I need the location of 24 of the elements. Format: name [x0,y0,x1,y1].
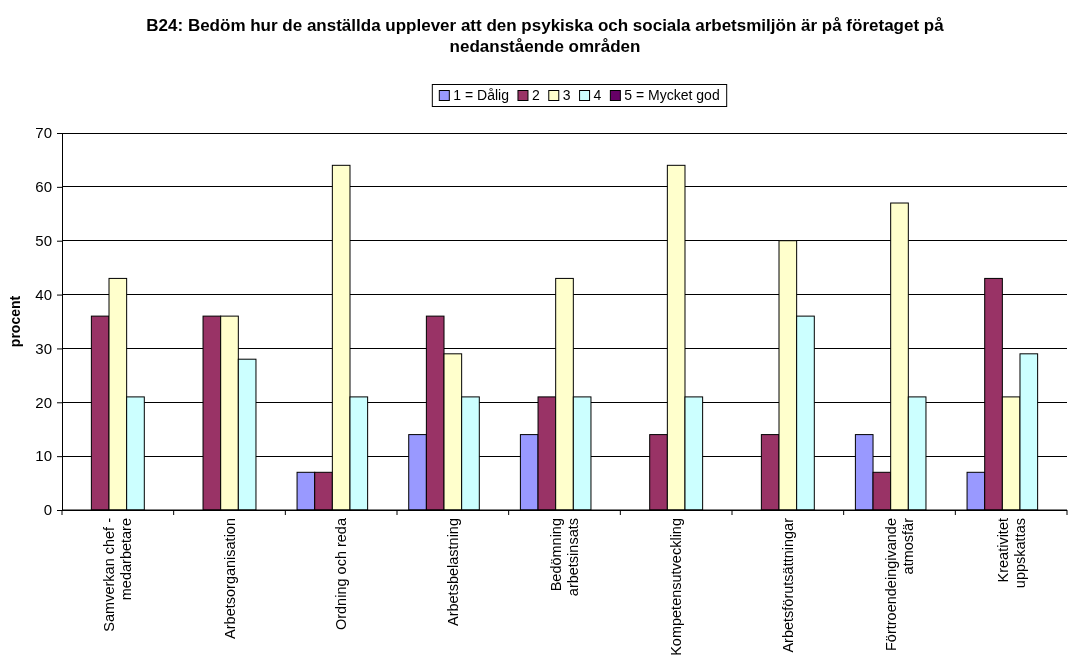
x-tick-label: Samverkan chef - medarbetare [101,517,135,632]
y-tick-label: 70 [35,124,52,142]
y-tick-label: 50 [35,232,52,250]
y-axis-title: procent [7,295,23,348]
legend-label: 4 [593,87,602,104]
legend-label: 2 [531,87,540,104]
legend-label: 1 = Dålig [453,87,509,104]
y-tick-label: 20 [35,393,52,411]
x-tick-label: Arbetsförutsättningar [779,517,796,653]
x-tick-label: Bedömning arbetsinsats [548,518,582,597]
x-tick-label: Arbetsbelastning [444,518,461,627]
legend-label: 3 [562,87,571,104]
y-tick-label: 0 [43,501,52,519]
x-tick-label: Ordning och reda [333,517,350,631]
x-tick-label: Förtroendeingivande atmosfär [883,517,917,652]
y-tick-label: 40 [35,285,52,303]
y-tick-label: 60 [35,178,52,196]
legend-label: 5 = Mycket god [624,87,720,104]
chart-title: B24: Bedöm hur de anställda upplever att den psykiska och sociala arbetsmiljön är på företaget på nedanstående områden [146,16,945,56]
x-tick-label: Kreativitet uppskattas [994,518,1028,589]
y-tick-label: 10 [35,447,52,465]
x-tick-label: Arbetsorganisation [221,518,238,639]
x-tick-label: Kompetensutveckling [668,518,685,656]
y-tick-label: 30 [35,339,52,357]
